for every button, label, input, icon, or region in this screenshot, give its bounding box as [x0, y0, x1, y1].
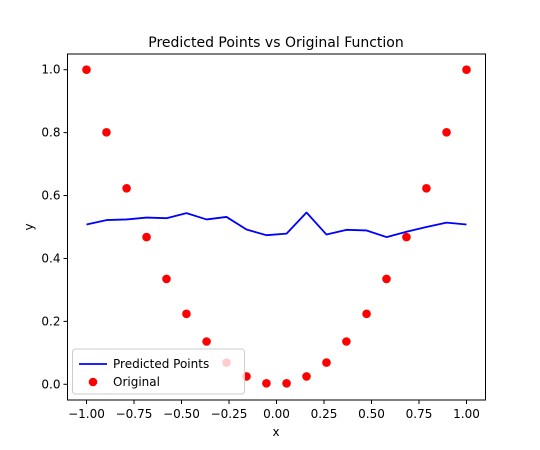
- x-tick-label: 0.50: [358, 407, 385, 421]
- y-tick-label: 1.0: [41, 63, 60, 77]
- original-point: [322, 358, 331, 367]
- original-point: [302, 372, 311, 381]
- original-point: [462, 65, 471, 75]
- original-point: [422, 184, 431, 193]
- legend-marker-swatch: [88, 377, 98, 387]
- plot-area: [82, 65, 471, 388]
- y-axis: 0.0 0.2 0.4 0.6 0.8 1.0: [41, 63, 68, 391]
- original-point: [362, 309, 371, 319]
- chart-title: Predicted Points vs Original Function: [148, 35, 404, 51]
- x-axis: −1.00 −0.75 −0.50 −0.25 0.00 0.25 0.50 0.75 1.00: [68, 400, 480, 421]
- original-point: [142, 232, 151, 242]
- y-axis-label: y: [22, 223, 36, 230]
- legend-label-original: Original: [113, 375, 160, 389]
- x-tick-label: −1.00: [68, 407, 105, 421]
- x-tick-label: −0.25: [211, 407, 248, 421]
- x-tick-label: 1.00: [453, 407, 480, 421]
- x-tick-label: 0.00: [263, 407, 290, 421]
- x-axis-label: x: [272, 425, 279, 439]
- y-tick-label: 0.8: [41, 126, 60, 140]
- x-tick-label: 0.25: [311, 407, 338, 421]
- original-point: [122, 184, 131, 193]
- original-point: [82, 65, 91, 75]
- y-tick-label: 0.0: [41, 377, 60, 391]
- original-point: [382, 274, 391, 284]
- original-point: [102, 128, 111, 137]
- original-point: [402, 232, 411, 242]
- legend-label-predicted: Predicted Points: [113, 357, 209, 371]
- y-tick-label: 0.2: [41, 314, 60, 328]
- x-tick-label: −0.75: [116, 407, 153, 421]
- x-tick-label: 0.75: [406, 407, 433, 421]
- predicted-points-line: [86, 211, 467, 238]
- legend: Predicted Points Original: [72, 348, 245, 395]
- legend-box: [72, 348, 245, 395]
- original-point: [442, 128, 451, 137]
- original-point: [202, 337, 211, 346]
- x-tick-label: −0.50: [163, 407, 200, 421]
- y-tick-label: 0.4: [41, 251, 60, 265]
- original-point: [162, 274, 171, 284]
- original-point: [262, 379, 271, 388]
- y-tick-label: 0.6: [41, 189, 60, 203]
- original-point: [342, 337, 351, 346]
- original-point: [182, 309, 191, 319]
- original-point: [282, 379, 291, 388]
